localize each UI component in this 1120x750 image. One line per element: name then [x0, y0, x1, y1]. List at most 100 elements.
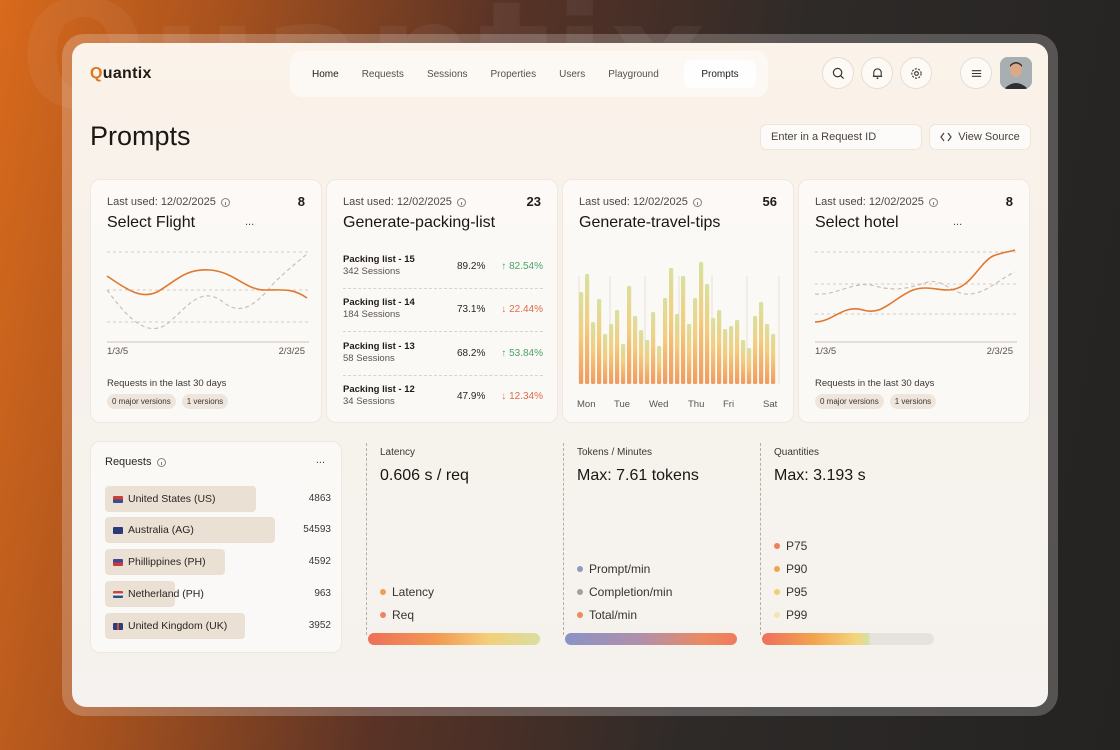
- country-value: 4592: [308, 556, 331, 567]
- divider: [343, 331, 543, 332]
- bar: [645, 340, 650, 384]
- divider: [343, 288, 543, 289]
- info-icon: [928, 197, 938, 207]
- search-button[interactable]: [822, 57, 854, 89]
- notifications-button[interactable]: [861, 57, 893, 89]
- nav-item-home[interactable]: Home: [312, 68, 339, 80]
- divider: [366, 443, 367, 635]
- latency-metric: Latency 0.606 s / req Latency Req: [366, 443, 542, 647]
- bar-chart: [578, 262, 780, 384]
- philippines-flag-icon: [113, 558, 123, 566]
- country-value: 4863: [308, 493, 331, 504]
- prompt-card-select-hotel[interactable]: Last used: 12/02/2025 8 Select hotel ...…: [798, 179, 1030, 423]
- x-axis-start: 1/3/5: [815, 346, 837, 357]
- legend-item: Completion/min: [577, 585, 672, 599]
- nav-item-prompts[interactable]: Prompts: [684, 60, 756, 88]
- major-versions-chip: 0 major versions: [107, 394, 176, 409]
- legend-item: P95: [774, 585, 807, 599]
- table-row[interactable]: United States (US) 4863: [105, 486, 331, 512]
- day-label: Tue: [614, 399, 631, 410]
- gradient-bar: [565, 633, 737, 645]
- table-row[interactable]: Netherland (PH) 963: [105, 581, 331, 607]
- percentage: 73.1%: [457, 304, 486, 315]
- menu-button[interactable]: [960, 57, 992, 89]
- country-name: Australia (AG): [128, 524, 194, 536]
- bar: [663, 298, 668, 384]
- top-navigation: Home Requests Sessions Properties Users …: [290, 51, 768, 97]
- last-used: Last used: 12/02/2025: [815, 196, 938, 208]
- country-bar: [105, 486, 257, 512]
- table-row[interactable]: United Kingdom (UK) 3952: [105, 613, 331, 639]
- bar: [627, 286, 632, 384]
- x-axis-end: 2/3/25: [278, 346, 305, 357]
- bar: [621, 344, 626, 384]
- bar: [675, 314, 680, 384]
- app-logo[interactable]: Quantix: [90, 65, 152, 82]
- legend-item: P90: [774, 562, 807, 576]
- list-item[interactable]: Packing list - 13 58 Sessions 68.2% ↑ 53…: [343, 341, 543, 381]
- table-row[interactable]: Australia (AG) 54593: [105, 517, 331, 543]
- last-used: Last used: 12/02/2025: [107, 196, 230, 208]
- country-bar: [105, 517, 275, 543]
- prompt-title: Select hotel: [815, 214, 899, 231]
- day-label: Thu: [688, 399, 705, 410]
- change-up: ↑ 82.54%: [501, 261, 543, 272]
- gradient-bar: [368, 633, 540, 645]
- legend-item: Total/min: [577, 608, 637, 622]
- day-label: Wed: [649, 399, 669, 410]
- nav-item-playground[interactable]: Playground: [608, 68, 659, 80]
- metric-label: Latency: [380, 447, 416, 458]
- bar: [633, 316, 638, 384]
- list-item[interactable]: Packing list - 12 34 Sessions 47.9% ↓ 12…: [343, 384, 543, 424]
- requests-header: Requests: [105, 456, 167, 468]
- request-id-input[interactable]: Enter in a Request ID: [760, 124, 922, 150]
- session-count: 342 Sessions: [343, 266, 401, 277]
- bar: [609, 324, 614, 384]
- more-options-button[interactable]: ...: [245, 216, 255, 228]
- country-value: 3952: [308, 620, 331, 631]
- versions-chip: 1 versions: [889, 394, 937, 409]
- country-value: 54593: [303, 524, 331, 535]
- bar: [747, 348, 752, 384]
- bar: [669, 268, 674, 384]
- bar: [711, 318, 716, 384]
- us-flag-icon: [113, 495, 123, 503]
- table-row[interactable]: Phillippines (PH) 4592: [105, 549, 331, 575]
- nav-item-properties[interactable]: Properties: [490, 68, 537, 80]
- prompt-card-generate-travel-tips[interactable]: Last used: 12/02/2025 56 Generate-travel…: [562, 179, 794, 423]
- settings-button[interactable]: [900, 57, 932, 89]
- list-item[interactable]: Packing list - 15 342 Sessions 89.2% ↑ 8…: [343, 254, 543, 294]
- nav-item-requests[interactable]: Requests: [361, 68, 404, 80]
- country-bar: [105, 613, 246, 639]
- prompt-card-generate-packing-list[interactable]: Last used: 12/02/2025 23 Generate-packin…: [326, 179, 558, 423]
- prompt-title: Select Flight: [107, 214, 196, 231]
- bar: [603, 334, 608, 384]
- line-chart: [106, 251, 309, 343]
- list-item[interactable]: Packing list - 14 184 Sessions 73.1% ↓ 2…: [343, 297, 543, 337]
- packing-list-name: Packing list - 15: [343, 254, 415, 265]
- more-options-button[interactable]: ...: [953, 216, 963, 228]
- percentage: 47.9%: [457, 391, 486, 402]
- card-footer: Requests in the last 30 days: [815, 378, 935, 389]
- bar: [591, 322, 596, 384]
- legend-item: Req: [380, 608, 414, 622]
- netherlands-flag-icon: [113, 590, 123, 598]
- nav-item-sessions[interactable]: Sessions: [426, 68, 468, 80]
- legend-item: Prompt/min: [577, 562, 650, 576]
- country-value: 963: [314, 588, 331, 599]
- quantities-metric: Quantities Max: 3.193 s P75 P90 P95 P99: [760, 443, 936, 647]
- day-label: Fri: [723, 399, 735, 410]
- view-source-button[interactable]: View Source: [929, 124, 1031, 150]
- percentage: 89.2%: [457, 261, 486, 272]
- australia-flag-icon: [113, 526, 123, 534]
- uk-flag-icon: [113, 622, 123, 630]
- bar: [729, 326, 734, 384]
- prompt-card-select-flight[interactable]: Last used: 12/02/2025 8 Select Flight ..…: [90, 179, 322, 423]
- legend-item: P75: [774, 539, 807, 553]
- more-options-button[interactable]: ...: [315, 454, 325, 466]
- major-versions-chip: 0 major versions: [815, 394, 884, 409]
- nav-item-users[interactable]: Users: [559, 68, 586, 80]
- user-avatar[interactable]: [1000, 57, 1032, 89]
- gear-icon: [910, 67, 922, 79]
- prompt-count: 56: [762, 194, 777, 209]
